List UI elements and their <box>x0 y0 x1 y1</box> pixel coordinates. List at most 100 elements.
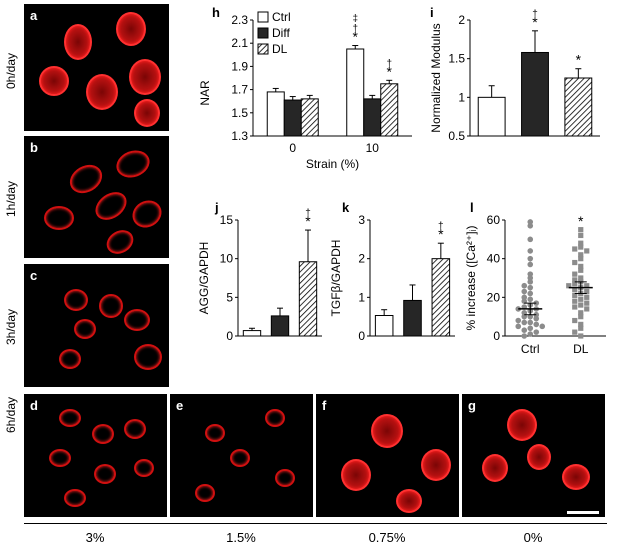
chart-h-bar <box>283 99 302 137</box>
chart-h-legend-swatch <box>257 27 269 39</box>
chart-h-bar <box>300 98 319 137</box>
chart-l-point <box>533 315 540 322</box>
chart-k-bar <box>403 299 422 337</box>
panel-letter-a: a <box>30 8 38 23</box>
chart-l-point <box>515 323 522 330</box>
chart-k-ylabel: TGFβ/GAPDH <box>329 240 343 317</box>
chart-h-sig-mark: * <box>387 63 393 79</box>
chart-l-point <box>578 232 584 239</box>
chart-h-ytick-label: 1.9 <box>231 59 248 73</box>
chart-l-point <box>584 283 590 289</box>
bottom-label-e: 1.5% <box>226 530 256 545</box>
bottom-label-d: 3% <box>85 530 105 545</box>
chart-j-ylabel: AGG/GAPDH <box>197 242 211 315</box>
chart-i-sig-mark: * <box>532 14 538 30</box>
chart-h-legend-label: Ctrl <box>272 10 291 24</box>
chart-h-bar <box>346 48 365 137</box>
chart-h-ytick-label: 2.3 <box>231 13 248 27</box>
chart-l-point <box>527 319 534 326</box>
chart-l-point <box>521 282 528 289</box>
micrograph-g: g <box>462 394 605 517</box>
chart-l-point <box>578 310 584 316</box>
chart-h-ylabel: NAR <box>198 80 212 106</box>
chart-l-xtick-label: Ctrl <box>521 342 540 356</box>
chart-l-point <box>578 321 584 327</box>
chart-l-point <box>572 246 578 252</box>
chart-l-point <box>521 310 528 316</box>
chart-j-ytick-label: 10 <box>220 252 234 266</box>
micrograph-b: b <box>24 136 169 258</box>
bottom-label-g: 0% <box>523 530 543 545</box>
chart-k-ytick-label: 3 <box>358 213 365 227</box>
chart-h-sig-mark: * <box>353 29 359 45</box>
chart-l-point <box>578 296 584 302</box>
panel-letter-d: d <box>30 398 38 413</box>
chart-l-point <box>527 261 534 268</box>
bottom-label-f: 0.75% <box>368 530 406 545</box>
chart-l-point <box>521 298 528 305</box>
chart-l-ytick-label: 0 <box>493 329 500 343</box>
chart-l-point <box>584 288 590 295</box>
chart-k-ytick-label: 0 <box>358 329 365 343</box>
chart-l-point <box>521 333 528 339</box>
chart-l-point <box>578 275 584 281</box>
chart-i-sig-mark: * <box>576 52 582 68</box>
chart-l-point <box>521 313 528 320</box>
chart-l-point <box>527 248 534 254</box>
chart-l-point <box>521 319 528 326</box>
micrograph-a: a <box>24 4 169 131</box>
chart-k-sig-mark: * <box>438 226 444 242</box>
chart-i-sig-mark: † <box>532 9 538 20</box>
chart-i-ylabel: Normalized Modulus <box>429 23 443 132</box>
chart-l-ytick-label: 40 <box>487 252 501 266</box>
chart-l-point <box>578 227 584 233</box>
chart-l-point <box>578 252 584 258</box>
chart-h-ytick-label: 2.1 <box>231 36 248 50</box>
chart-h-xlabel: Strain (%) <box>306 157 359 171</box>
chart-l-point <box>527 219 534 225</box>
chart-l-point <box>584 300 590 306</box>
chart-l-point <box>521 294 528 301</box>
chart-h-xtick-label: 0 <box>289 141 296 155</box>
chart-l-point <box>527 255 534 262</box>
chart-l-point <box>527 313 534 320</box>
chart-l-point <box>578 240 584 246</box>
chart-k-sig-mark: † <box>438 221 444 232</box>
chart-l-point <box>584 306 590 312</box>
chart-l-point <box>578 267 584 273</box>
chart-j-bar <box>298 261 318 337</box>
chart-j-ytick-label: 5 <box>226 290 233 304</box>
chart-l-point <box>572 271 578 277</box>
chart-l-point <box>572 298 578 304</box>
chart-h-legend-swatch <box>257 43 269 55</box>
chart-l-point <box>578 314 584 320</box>
chart-l-point <box>578 263 584 269</box>
chart-l-xtick-label: DL <box>573 342 589 356</box>
chart-l-point <box>572 292 578 298</box>
chart-h-sig-mark: † <box>386 58 392 69</box>
chart-i-ytick-label: 1 <box>458 90 465 104</box>
chart-i-bar <box>477 96 506 137</box>
chart-j-bar <box>270 315 290 337</box>
chart-j-sig-mark: † <box>305 208 311 219</box>
chart-l-point <box>578 302 584 308</box>
chart-l-point <box>527 275 534 281</box>
chart-l-point <box>533 329 540 335</box>
chart-l-point <box>572 329 578 335</box>
chart-l-point <box>539 323 546 330</box>
chart-l-point <box>527 325 534 332</box>
panel-letter-e: e <box>176 398 184 413</box>
chart-h-ytick-label: 1.5 <box>231 106 248 120</box>
chart-l-ytick-label: 60 <box>487 213 501 227</box>
chart-i-bar <box>521 51 549 137</box>
chart-j-ytick-label: 15 <box>220 213 234 227</box>
bottom-divider <box>24 523 607 524</box>
chart-l-point <box>515 317 522 324</box>
chart-h-xtick-label: 10 <box>366 141 380 155</box>
micrograph-e: e <box>170 394 313 517</box>
chart-k-bar <box>431 258 451 337</box>
chart-j-sig-mark: * <box>305 213 311 229</box>
chart-l-point <box>533 321 540 328</box>
chart-j-bar <box>242 330 262 337</box>
chart-l-point <box>578 325 584 331</box>
